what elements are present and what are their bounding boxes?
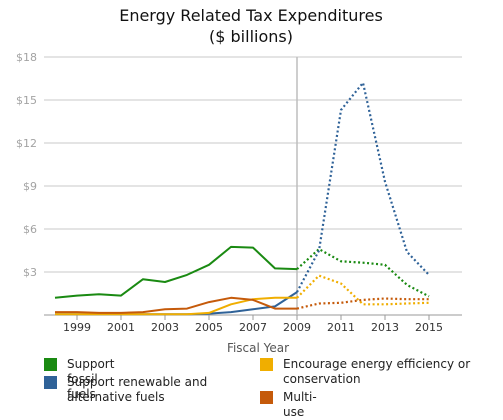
y-tick-label: $12 bbox=[16, 137, 37, 150]
y-tick-label: $6 bbox=[23, 223, 37, 236]
x-tick-label: 2005 bbox=[195, 321, 223, 334]
y-tick-label: $15 bbox=[16, 94, 37, 107]
x-tick-label: 1999 bbox=[63, 321, 91, 334]
x-tick-label: 2007 bbox=[239, 321, 267, 334]
y-tick-labels: $3 $6 $9 $12 $15 $18 bbox=[16, 51, 37, 279]
x-tick-labels: 1999 2001 2003 2005 2007 2009 2011 2013 2015 bbox=[63, 321, 443, 334]
axes bbox=[44, 57, 462, 320]
legend-item-efficiency: Encourage energy efficiency or conservat… bbox=[260, 357, 475, 387]
series-line-renewable-projected bbox=[297, 83, 429, 292]
legend-swatch-renewable bbox=[44, 376, 57, 389]
series-lines bbox=[55, 83, 429, 314]
x-tick-label: 2003 bbox=[151, 321, 179, 334]
series-line-multiuse-actual bbox=[55, 298, 297, 313]
x-tick-label: 2011 bbox=[327, 321, 355, 334]
y-tick-label: $9 bbox=[23, 180, 37, 193]
x-tick-label: 2015 bbox=[415, 321, 443, 334]
legend-label-efficiency: Encourage energy efficiency or conservat… bbox=[283, 357, 475, 387]
legend-swatch-fossil bbox=[44, 358, 57, 371]
y-tick-label: $3 bbox=[23, 266, 37, 279]
chart-title: Energy Related Tax Expenditures bbox=[119, 6, 383, 25]
x-tick-label: 2001 bbox=[107, 321, 135, 334]
y-tick-label: $18 bbox=[16, 51, 37, 64]
chart-subtitle: ($ billions) bbox=[209, 27, 293, 46]
x-axis-label: Fiscal Year bbox=[227, 341, 289, 355]
grid-lines bbox=[44, 57, 462, 272]
legend-swatch-multiuse bbox=[260, 391, 273, 404]
legend-item-renewable: Support renewable and alternative fuels bbox=[44, 375, 244, 405]
x-tick-label: 2009 bbox=[283, 321, 311, 334]
legend-label-renewable: Support renewable and alternative fuels bbox=[67, 375, 244, 405]
legend-swatch-efficiency bbox=[260, 358, 273, 371]
x-tick-label: 2013 bbox=[371, 321, 399, 334]
